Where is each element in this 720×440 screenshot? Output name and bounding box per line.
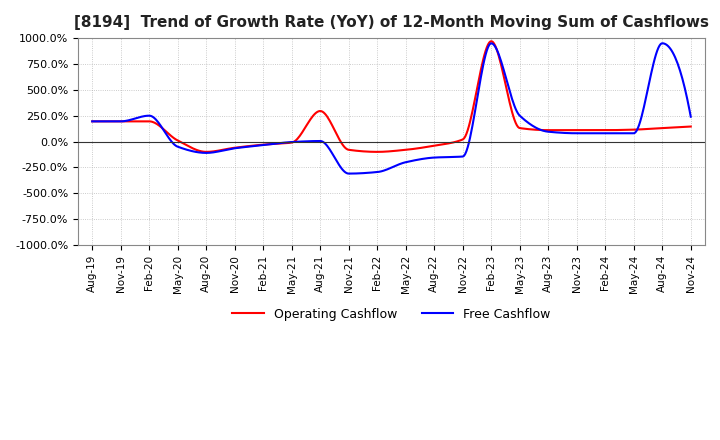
Operating Cashflow [446, 140, 454, 146]
Free Cashflow [88, 119, 96, 124]
Operating Cashflow [413, 146, 422, 151]
Free Cashflow [374, 169, 382, 175]
Operating Cashflow [202, 149, 210, 154]
Operating Cashflow [581, 128, 590, 133]
Operating Cashflow [377, 149, 386, 154]
Free Cashflow [446, 154, 454, 160]
Free Cashflow [686, 114, 695, 119]
Free Cashflow [580, 131, 588, 136]
Operating Cashflow [675, 125, 683, 130]
Free Cashflow [657, 40, 666, 46]
Operating Cashflow [686, 124, 695, 129]
Free Cashflow [345, 171, 354, 176]
Title: [8194]  Trend of Growth Rate (YoY) of 12-Month Moving Sum of Cashflows: [8194] Trend of Growth Rate (YoY) of 12-… [74, 15, 709, 30]
Operating Cashflow [374, 149, 382, 154]
Line: Operating Cashflow: Operating Cashflow [92, 41, 690, 152]
Free Cashflow [377, 169, 386, 174]
Operating Cashflow [487, 39, 496, 44]
Free Cashflow [413, 157, 422, 162]
Operating Cashflow [88, 119, 96, 124]
Line: Free Cashflow: Free Cashflow [92, 43, 690, 174]
Legend: Operating Cashflow, Free Cashflow: Operating Cashflow, Free Cashflow [228, 303, 556, 326]
Free Cashflow [675, 64, 683, 70]
